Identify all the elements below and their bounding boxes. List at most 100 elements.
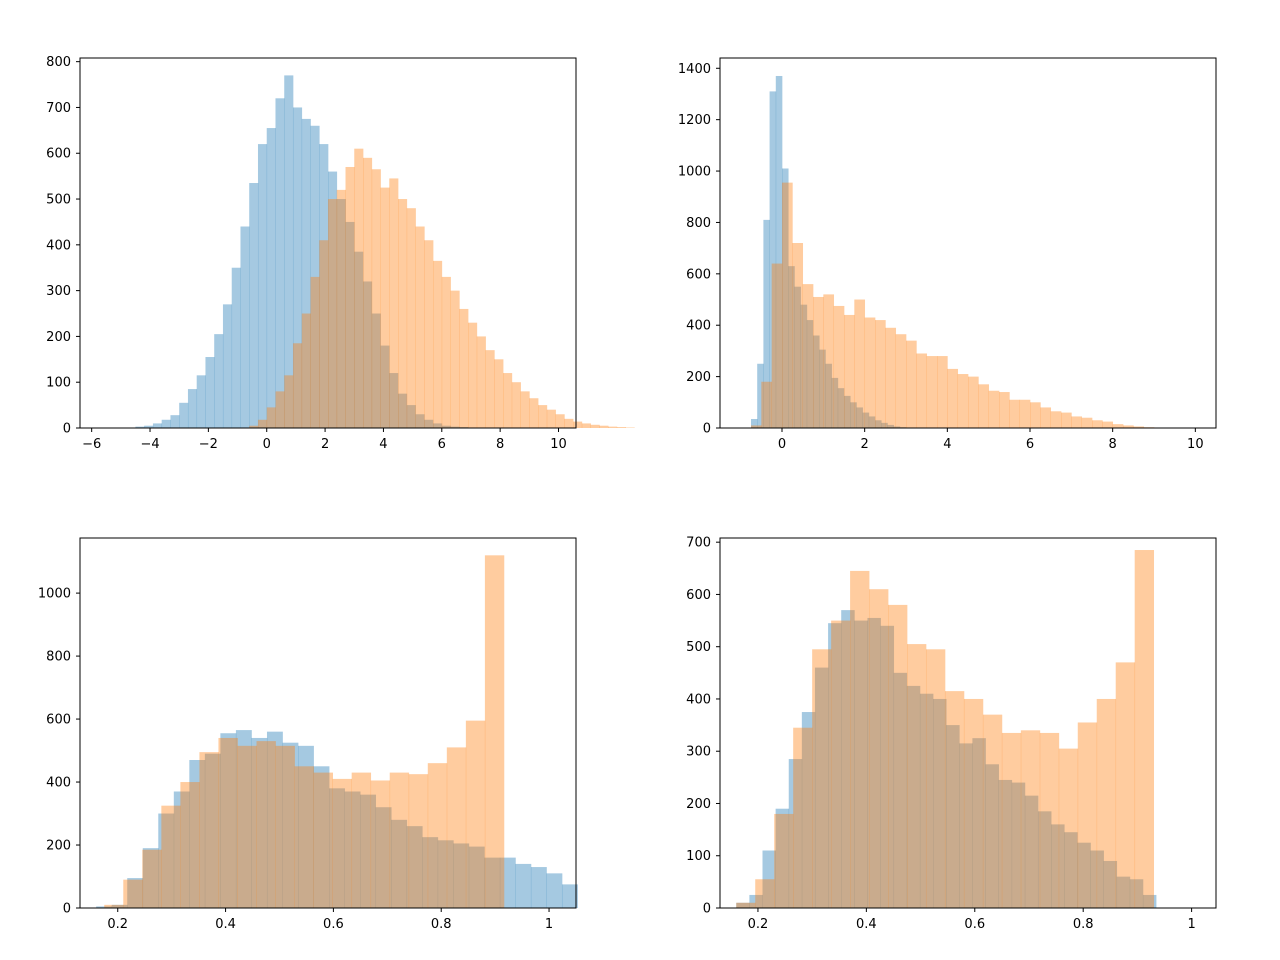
histogram-bar bbox=[919, 693, 934, 908]
histogram-bar bbox=[406, 208, 416, 428]
axes-frame bbox=[719, 57, 1217, 429]
histogram-bar bbox=[204, 753, 221, 908]
histogram-bar bbox=[825, 363, 832, 428]
histogram-bar bbox=[982, 714, 1003, 908]
histogram-bar bbox=[275, 391, 285, 428]
histogram-series-2 bbox=[736, 550, 1155, 908]
histogram-bar bbox=[999, 392, 1010, 428]
histogram-bar bbox=[468, 846, 485, 908]
histogram-bar bbox=[813, 335, 820, 428]
x-tick-label: 8 bbox=[1109, 437, 1117, 452]
y-tick-label: 800 bbox=[46, 55, 71, 70]
y-tick-label: 0 bbox=[63, 422, 71, 437]
histogram-bar bbox=[801, 712, 816, 908]
histogram-bar bbox=[862, 412, 870, 428]
histogram-bar bbox=[398, 199, 408, 428]
x-tick-label: 0 bbox=[778, 437, 786, 452]
histogram-bar bbox=[1133, 426, 1145, 428]
histogram-bar bbox=[916, 353, 928, 428]
histogram-bar bbox=[465, 720, 486, 908]
histogram-bar bbox=[313, 766, 330, 908]
x-tick-label: 0.8 bbox=[431, 917, 452, 932]
histogram-bar bbox=[1115, 662, 1136, 908]
histogram-bar bbox=[529, 398, 539, 428]
histogram-bar bbox=[806, 320, 814, 428]
histogram-bar bbox=[850, 402, 857, 428]
histogram-bar bbox=[179, 402, 189, 428]
histogram-bar bbox=[142, 848, 159, 908]
histogram-bar bbox=[336, 189, 346, 428]
histogram-bar bbox=[947, 368, 959, 428]
histogram-bar bbox=[831, 620, 851, 908]
y-tick-label: 400 bbox=[686, 692, 711, 707]
histogram-bar bbox=[380, 345, 390, 428]
histogram-bar bbox=[814, 667, 829, 908]
histogram-bar bbox=[1077, 842, 1091, 908]
histogram-bar bbox=[788, 759, 803, 908]
histogram-bar bbox=[959, 743, 973, 908]
histogram-bar bbox=[1103, 860, 1118, 908]
y-tick-label: 300 bbox=[46, 284, 71, 299]
histogram-bar bbox=[173, 791, 190, 908]
histogram-bar bbox=[762, 850, 776, 908]
histogram-bar bbox=[837, 388, 845, 428]
y-tick-label: 500 bbox=[686, 640, 711, 655]
histogram-bar bbox=[266, 407, 276, 428]
histogram-bar bbox=[881, 422, 888, 428]
y-tick-label: 400 bbox=[46, 776, 71, 791]
histogram-bar bbox=[1019, 399, 1031, 428]
histogram-bar bbox=[1051, 824, 1065, 908]
histogram-bar bbox=[775, 75, 783, 429]
histogram-bar bbox=[294, 766, 314, 908]
y-tick-label: 200 bbox=[46, 330, 71, 345]
histogram-bar bbox=[370, 780, 391, 908]
histogram-bar bbox=[546, 409, 556, 428]
histogram-bar bbox=[446, 747, 467, 908]
histogram-bar bbox=[963, 698, 984, 908]
histogram-series-2 bbox=[751, 182, 1165, 428]
histogram-bar bbox=[375, 807, 392, 908]
axes-frame bbox=[719, 537, 1217, 909]
histogram-bar bbox=[608, 426, 618, 428]
histogram-bar bbox=[844, 395, 851, 428]
histogram-bar bbox=[906, 340, 917, 428]
y-tick-label: 200 bbox=[686, 370, 711, 385]
histogram-bar bbox=[1058, 748, 1079, 908]
histogram-bar bbox=[616, 427, 626, 428]
histogram-bar bbox=[763, 219, 770, 429]
histogram-bar bbox=[266, 731, 283, 908]
histogram-bar bbox=[389, 772, 410, 908]
histogram-bar bbox=[284, 375, 294, 428]
x-tick-label: 6 bbox=[438, 437, 446, 452]
histogram-bar bbox=[96, 906, 113, 908]
y-tick-label: 0 bbox=[63, 902, 71, 917]
x-tick-label: 0.2 bbox=[748, 917, 769, 932]
histogram-bar bbox=[856, 407, 863, 428]
histogram-bar bbox=[1050, 411, 1062, 428]
histogram-bar bbox=[328, 171, 338, 428]
histogram-bar bbox=[1061, 412, 1072, 428]
y-tick-label: 500 bbox=[46, 193, 71, 208]
histogram-bar bbox=[257, 144, 268, 428]
histogram-bar bbox=[581, 423, 591, 428]
histogram-bar bbox=[555, 414, 565, 428]
histogram-bar bbox=[751, 419, 758, 428]
histogram-bar bbox=[792, 243, 804, 428]
histogram-bar bbox=[389, 373, 399, 428]
histogram-bar bbox=[292, 343, 303, 428]
y-tick-label: 600 bbox=[686, 267, 711, 282]
histogram-bar bbox=[180, 782, 200, 908]
histogram-bar bbox=[424, 419, 434, 428]
y-tick-label: 1000 bbox=[678, 165, 711, 180]
y-tick-label: 1000 bbox=[38, 587, 71, 602]
histogram-bar bbox=[1142, 894, 1157, 908]
axes-bottom-left: 0.2 0.4 0.6 0.8 1 0 200 400 600 800 1000 bbox=[38, 537, 578, 932]
histogram-bar bbox=[158, 813, 175, 908]
x-tick-label: 2 bbox=[861, 437, 869, 452]
histogram-bar bbox=[888, 604, 908, 908]
histogram-bar bbox=[573, 421, 583, 428]
histogram-bar bbox=[530, 867, 547, 908]
x-tick-label: 0.4 bbox=[856, 917, 877, 932]
x-tick-label: 4 bbox=[379, 437, 387, 452]
histogram-bar bbox=[256, 741, 276, 908]
